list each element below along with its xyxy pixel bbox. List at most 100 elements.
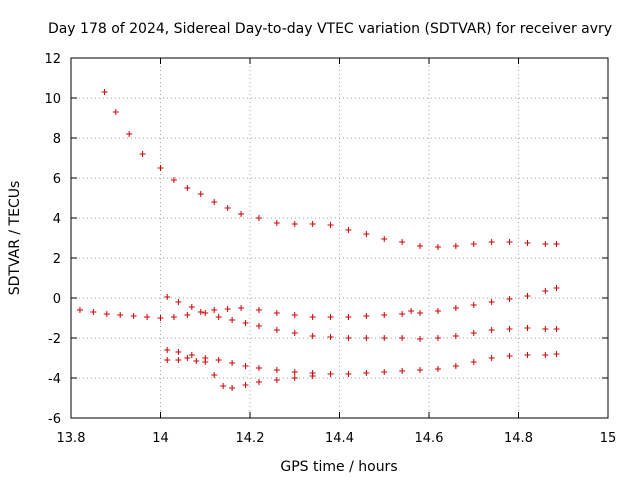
data-point [327,314,334,320]
data-point [238,305,245,311]
series-satellite-5 [164,355,316,391]
data-point [434,335,441,341]
data-point [488,355,495,361]
data-point [553,241,560,247]
x-tick-label: 14.2 [236,431,265,446]
data-point [452,305,459,311]
data-point [126,131,133,137]
data-point [291,375,298,381]
data-point [224,306,231,312]
data-point [229,360,236,366]
data-point [215,314,222,320]
data-point [363,313,370,319]
data-point [220,383,227,389]
data-point [273,327,280,333]
data-point [542,326,549,332]
data-point [309,373,316,379]
data-point [452,363,459,369]
data-point [197,309,204,315]
y-tick-label: -6 [48,412,61,427]
data-point [345,227,352,233]
data-point [417,336,424,342]
data-point [170,177,177,183]
data-point [291,369,298,375]
data-point [157,315,164,321]
data-point [164,347,171,353]
data-point [553,285,560,291]
data-point [229,385,236,391]
data-point [175,357,182,363]
data-point [202,310,209,316]
data-point [164,294,171,300]
series-satellite-4 [164,347,560,377]
data-point [327,334,334,340]
data-point [488,239,495,245]
data-point [506,326,513,332]
data-point [309,221,316,227]
data-point [202,359,209,365]
data-point [193,358,200,364]
data-point [452,243,459,249]
x-tick-label: 14.6 [415,431,444,446]
data-point [90,309,97,315]
data-point [399,335,406,341]
data-point [434,308,441,314]
data-point [273,220,280,226]
y-tick-label: -2 [48,332,61,347]
data-point [327,371,334,377]
data-point [553,351,560,357]
data-point [524,293,531,299]
x-tick-label: 14.4 [325,431,354,446]
data-point [345,335,352,341]
data-point [506,353,513,359]
data-point [309,333,316,339]
data-point [175,349,182,355]
data-point [188,352,195,358]
data-point [197,191,204,197]
data-point [255,215,262,221]
data-point [224,205,231,211]
chart-title: Day 178 of 2024, Sidereal Day-to-day VTE… [48,21,612,37]
data-point [291,221,298,227]
data-point [291,312,298,318]
grid [71,58,608,418]
data-point [399,368,406,374]
data-point [215,357,222,363]
data-point [553,326,560,332]
data-point [255,323,262,329]
data-point [470,330,477,336]
data-point [470,241,477,247]
data-point [184,312,191,318]
data-point [381,312,388,318]
data-point [309,314,316,320]
data-point [103,311,110,317]
data-point [470,359,477,365]
data-point [452,333,459,339]
data-point [524,325,531,331]
x-tick-label: 14 [152,431,169,446]
data-point [229,317,236,323]
data-point [506,296,513,302]
data-point [345,314,352,320]
data-point [144,314,151,320]
y-axis-label: SDTVAR / TECUs [7,181,23,296]
data-point [211,199,218,205]
data-point [255,365,262,371]
data-point [255,379,262,385]
series-satellite-1 [101,89,560,250]
data-point [184,185,191,191]
data-point [112,109,119,115]
y-tick-label: 2 [53,252,61,267]
data-point [345,371,352,377]
data-point [157,165,164,171]
data-point [242,363,249,369]
data-point [242,382,249,388]
x-tick-label: 14.8 [504,431,533,446]
x-tick-label: 15 [600,431,617,446]
data-point [291,330,298,336]
x-tick-label: 13.8 [57,431,86,446]
data-point [434,244,441,250]
data-point [488,299,495,305]
data-point [238,211,245,217]
series-satellite-2 [76,285,560,321]
